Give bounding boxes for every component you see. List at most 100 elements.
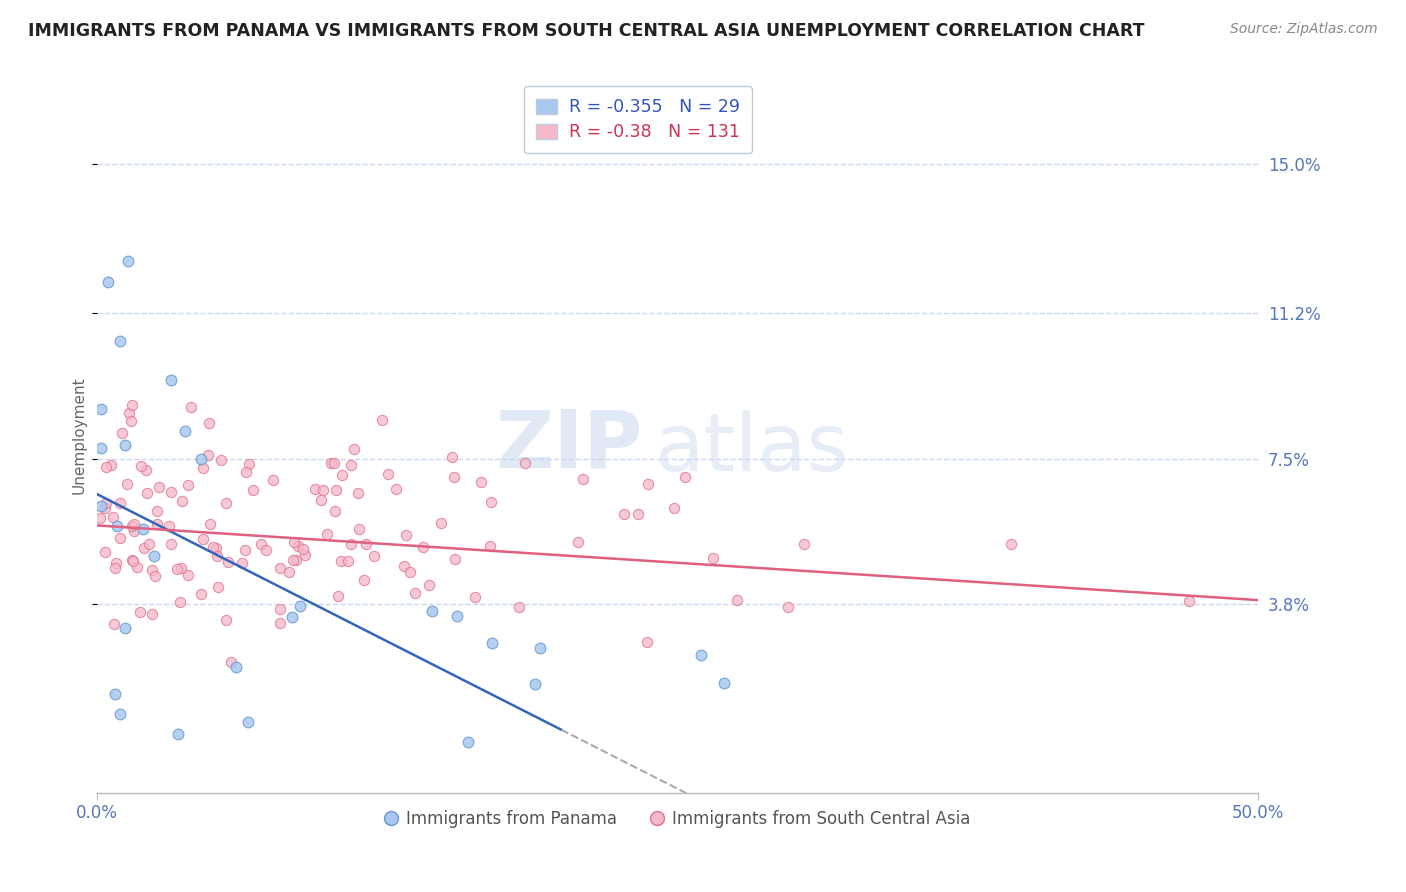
- Point: [312, 483, 335, 498]
- Point: [254, 543, 277, 558]
- Point: [330, 554, 353, 568]
- Point: [262, 473, 284, 487]
- Point: [242, 483, 264, 497]
- Point: [336, 554, 359, 568]
- Point: [404, 586, 426, 600]
- Point: [205, 549, 228, 564]
- Point: [190, 587, 212, 601]
- Point: [290, 599, 312, 614]
- Point: [418, 578, 440, 592]
- Point: [793, 537, 815, 551]
- Point: [207, 580, 229, 594]
- Point: [236, 714, 259, 729]
- Point: [103, 617, 125, 632]
- Point: [135, 463, 157, 477]
- Legend: Immigrants from Panama, Immigrants from South Central Asia: Immigrants from Panama, Immigrants from …: [378, 803, 977, 834]
- Point: [412, 540, 434, 554]
- Point: [159, 519, 181, 533]
- Y-axis label: Unemployment: Unemployment: [72, 376, 86, 494]
- Point: [114, 438, 136, 452]
- Point: [118, 406, 141, 420]
- Point: [457, 734, 479, 748]
- Point: [269, 616, 291, 631]
- Point: [277, 565, 299, 579]
- Point: [508, 599, 530, 614]
- Point: [121, 398, 143, 412]
- Point: [1177, 594, 1199, 608]
- Point: [160, 537, 183, 551]
- Point: [132, 541, 155, 555]
- Point: [330, 468, 353, 483]
- Point: [347, 486, 370, 500]
- Point: [146, 503, 169, 517]
- Point: [110, 496, 132, 510]
- Point: [399, 565, 422, 579]
- Point: [269, 561, 291, 575]
- Point: [1000, 537, 1022, 551]
- Point: [90, 441, 112, 455]
- Point: [309, 492, 332, 507]
- Point: [353, 573, 375, 587]
- Point: [97, 275, 120, 289]
- Point: [167, 727, 190, 741]
- Point: [385, 482, 408, 496]
- Point: [160, 485, 183, 500]
- Point: [325, 483, 347, 498]
- Point: [225, 660, 247, 674]
- Point: [269, 602, 291, 616]
- Point: [392, 558, 415, 573]
- Point: [143, 549, 166, 563]
- Point: [464, 590, 486, 604]
- Point: [169, 595, 191, 609]
- Point: [215, 496, 238, 510]
- Point: [105, 519, 128, 533]
- Point: [524, 677, 547, 691]
- Point: [129, 605, 152, 619]
- Point: [702, 550, 724, 565]
- Point: [205, 541, 228, 556]
- Point: [664, 500, 686, 515]
- Text: atlas: atlas: [654, 410, 849, 488]
- Point: [283, 534, 305, 549]
- Point: [316, 527, 339, 541]
- Point: [124, 517, 146, 532]
- Point: [177, 478, 200, 492]
- Point: [689, 648, 711, 662]
- Point: [104, 561, 127, 575]
- Point: [160, 373, 183, 387]
- Point: [429, 516, 451, 531]
- Point: [294, 548, 316, 562]
- Point: [108, 532, 131, 546]
- Text: Source: ZipAtlas.com: Source: ZipAtlas.com: [1230, 22, 1378, 37]
- Point: [90, 402, 112, 417]
- Point: [94, 500, 117, 515]
- Point: [323, 504, 346, 518]
- Point: [673, 470, 696, 484]
- Point: [193, 532, 215, 546]
- Point: [776, 599, 799, 614]
- Point: [420, 604, 443, 618]
- Point: [202, 540, 225, 554]
- Point: [292, 541, 315, 556]
- Point: [122, 554, 145, 568]
- Point: [285, 553, 308, 567]
- Point: [571, 472, 593, 486]
- Point: [166, 562, 188, 576]
- Point: [441, 450, 464, 464]
- Point: [177, 568, 200, 582]
- Point: [470, 475, 492, 490]
- Point: [141, 607, 163, 622]
- Point: [725, 592, 748, 607]
- Point: [235, 466, 257, 480]
- Point: [108, 334, 131, 348]
- Point: [94, 460, 117, 475]
- Point: [121, 519, 143, 533]
- Point: [121, 552, 143, 566]
- Point: [180, 400, 202, 414]
- Point: [100, 458, 122, 472]
- Text: ZIP: ZIP: [495, 407, 643, 484]
- Point: [115, 477, 138, 491]
- Point: [221, 655, 243, 669]
- Point: [141, 563, 163, 577]
- Point: [323, 456, 346, 470]
